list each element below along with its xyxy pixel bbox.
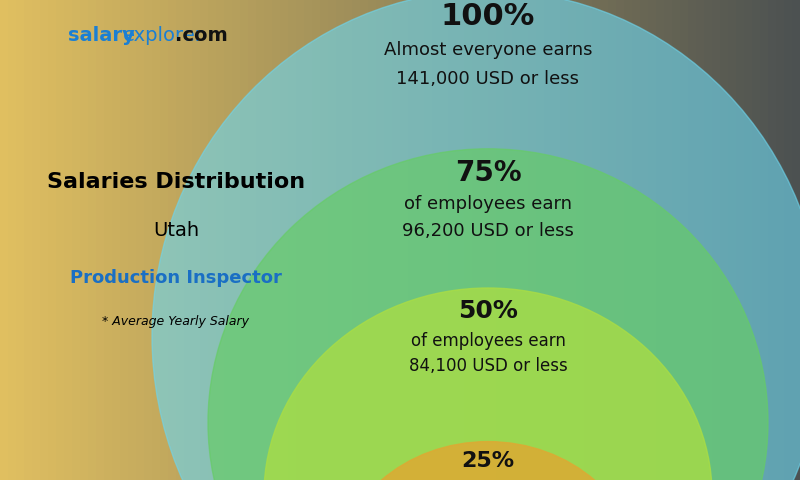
Ellipse shape — [152, 0, 800, 480]
Text: of employees earn: of employees earn — [404, 195, 572, 213]
Text: * Average Yearly Salary: * Average Yearly Salary — [102, 315, 250, 328]
Text: 96,200 USD or less: 96,200 USD or less — [402, 222, 574, 240]
Ellipse shape — [336, 442, 640, 480]
Text: 50%: 50% — [458, 299, 518, 323]
Text: Utah: Utah — [153, 221, 199, 240]
Text: salary: salary — [68, 26, 134, 46]
Text: 84,100 USD or less: 84,100 USD or less — [409, 357, 567, 375]
Text: explorer: explorer — [122, 26, 203, 46]
Text: 25%: 25% — [462, 451, 514, 471]
Text: 141,000 USD or less: 141,000 USD or less — [397, 70, 579, 88]
Text: 75%: 75% — [454, 159, 522, 187]
Ellipse shape — [208, 149, 768, 480]
Text: 100%: 100% — [441, 2, 535, 31]
Text: Production Inspector: Production Inspector — [70, 269, 282, 288]
Text: Salaries Distribution: Salaries Distribution — [47, 172, 305, 192]
Text: .com: .com — [175, 26, 228, 46]
Text: Almost everyone earns: Almost everyone earns — [384, 41, 592, 60]
Text: of employees earn: of employees earn — [410, 332, 566, 350]
Ellipse shape — [264, 288, 712, 480]
